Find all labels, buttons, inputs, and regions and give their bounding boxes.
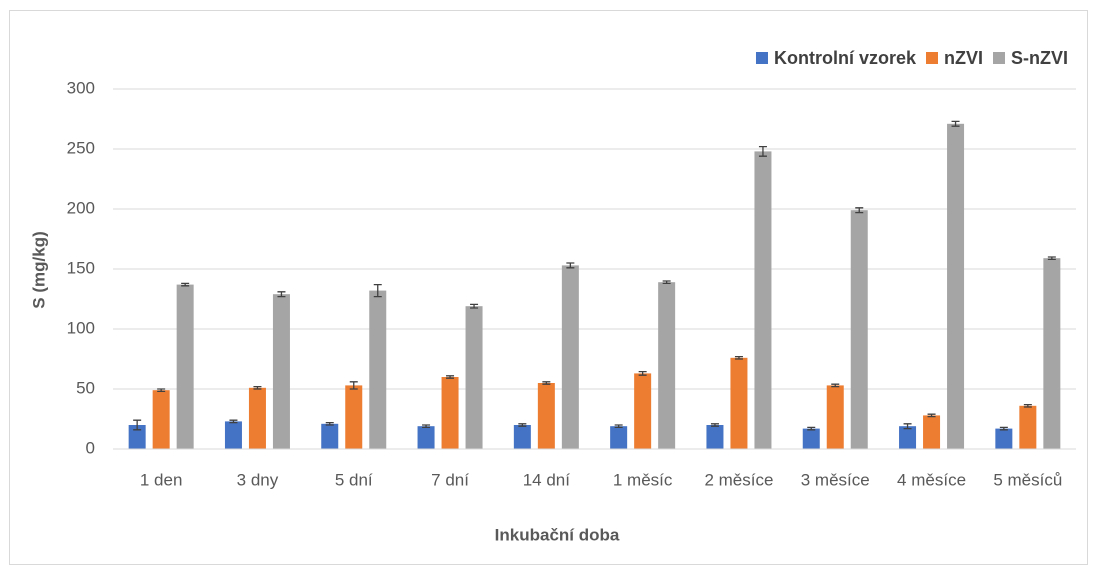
- bar: [369, 290, 387, 449]
- y-tick-label: 100: [67, 318, 95, 337]
- error-bar: [855, 207, 864, 214]
- error-bar: [758, 145, 767, 157]
- x-tick-label: 5 dní: [335, 470, 373, 489]
- error-bar: [133, 419, 142, 431]
- x-tick-label: 3 dny: [237, 470, 279, 489]
- bar: [634, 373, 652, 449]
- error-bar: [253, 385, 262, 390]
- bar: [152, 390, 170, 449]
- bar: [947, 123, 965, 450]
- bar: [1019, 405, 1037, 449]
- error-bar: [349, 381, 358, 390]
- legend-label: Kontrolní vzorek: [774, 48, 917, 68]
- bar: [345, 385, 363, 449]
- error-bar: [446, 375, 455, 379]
- error-bar: [518, 423, 527, 427]
- error-bar: [181, 282, 190, 287]
- error-bar: [277, 291, 286, 298]
- error-bar: [1023, 403, 1032, 408]
- error-bar: [566, 262, 575, 269]
- error-bar: [470, 303, 479, 309]
- error-bar: [325, 421, 334, 426]
- error-bar: [999, 426, 1008, 431]
- bar: [706, 425, 724, 449]
- bar: [176, 284, 194, 449]
- y-tick-label: 250: [67, 138, 95, 157]
- error-bar: [734, 355, 743, 360]
- error-bar: [614, 424, 623, 429]
- x-tick-label: 2 měsíce: [704, 470, 773, 489]
- error-bar: [1047, 256, 1056, 261]
- error-bar: [662, 280, 671, 285]
- x-tick-label: 5 měsíců: [993, 470, 1062, 489]
- error-bar: [927, 413, 936, 418]
- error-bar: [157, 388, 166, 393]
- legend-label: nZVI: [944, 48, 983, 68]
- bar: [513, 425, 531, 449]
- bar: [826, 385, 844, 449]
- x-tick-label: 14 dní: [523, 470, 571, 489]
- bar: [561, 265, 579, 449]
- bar: [224, 421, 242, 449]
- x-tick-label: 1 měsíc: [613, 470, 673, 489]
- x-tick-label: 7 dní: [431, 470, 469, 489]
- error-bar: [542, 381, 551, 385]
- legend-label: S-nZVI: [1011, 48, 1068, 68]
- bar: [610, 426, 628, 449]
- bar: [128, 425, 146, 449]
- bar: [321, 423, 339, 449]
- y-tick-label: 200: [67, 198, 95, 217]
- error-bar: [638, 370, 647, 376]
- legend-swatch: [993, 52, 1005, 64]
- bar: [272, 294, 290, 449]
- error-bar: [373, 283, 382, 298]
- y-tick-label: 300: [67, 78, 95, 97]
- error-bar: [831, 383, 840, 388]
- bar: [850, 210, 868, 449]
- legend-swatch: [926, 52, 938, 64]
- legend-swatch: [755, 52, 768, 64]
- bar: [1043, 258, 1061, 449]
- y-tick-label: 150: [67, 258, 95, 277]
- bar: [248, 387, 266, 449]
- x-tick-label: 4 měsíce: [897, 470, 966, 489]
- error-bar: [422, 424, 431, 429]
- bar: [923, 415, 941, 449]
- y-axis-title: S (mg/kg): [29, 231, 48, 308]
- bar: [802, 428, 820, 449]
- bar: [754, 151, 772, 449]
- bar: [441, 377, 459, 449]
- error-bar: [710, 423, 719, 427]
- x-axis-title: Inkubační doba: [495, 525, 620, 544]
- error-bar: [807, 426, 816, 431]
- x-tick-label: 3 měsíce: [801, 470, 870, 489]
- error-bar: [229, 419, 238, 424]
- bar: [899, 426, 917, 449]
- bar: [995, 428, 1013, 449]
- error-bar: [903, 423, 912, 430]
- bar: [730, 357, 748, 449]
- bar: [537, 383, 555, 449]
- y-tick-label: 0: [86, 438, 95, 457]
- bar: [465, 306, 483, 449]
- y-tick-label: 50: [76, 378, 95, 397]
- error-bar: [951, 120, 960, 127]
- bar: [658, 282, 676, 449]
- x-tick-label: 1 den: [140, 470, 183, 489]
- bar: [417, 426, 435, 449]
